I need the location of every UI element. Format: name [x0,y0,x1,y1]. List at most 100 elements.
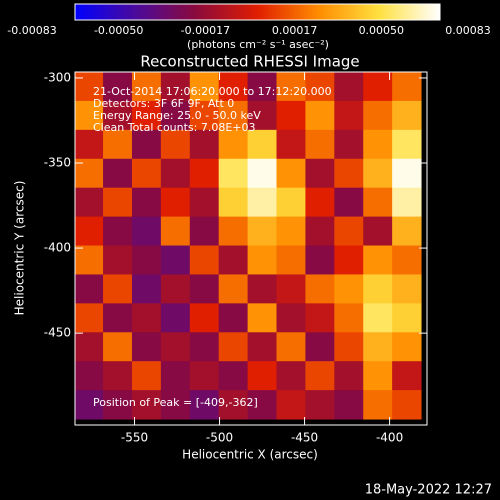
heat-cell [160,187,191,218]
heat-cell [276,303,306,333]
heat-cell [75,274,104,304]
heat-cell [276,187,306,218]
heat-cell [189,216,220,247]
heat-cell [103,216,133,247]
colorbar [74,3,441,21]
heat-cell [276,332,306,362]
heat-cell [189,245,220,275]
heat-cell [75,158,104,189]
peak-label: Position of Peak = [-409,-362] [93,396,258,409]
heat-cell [160,158,191,189]
heat-cell [276,158,306,189]
heat-cell [75,361,104,391]
y-axis-label: Heliocentric Y (arcsec) [13,181,27,316]
heat-cell [305,245,335,275]
heat-cell [160,303,191,333]
heat-cell [218,187,249,218]
heat-cell [160,390,191,420]
heat-cell [218,72,249,102]
y-tick-label: -450 [44,326,71,340]
heat-cell [189,100,220,131]
heat-cell [218,216,249,247]
heat-cell [160,216,191,247]
heat-cell [131,72,162,102]
heat-cell [247,390,278,420]
heat-cell [247,158,278,189]
heat-cell [218,332,249,362]
annotation: Clean Total counts: 7.08E+03 [93,121,256,134]
heat-cell [131,245,162,275]
heat-cell [131,332,162,362]
heat-cell [189,129,220,160]
heat-cell [103,100,133,131]
heat-cell [75,72,104,102]
heat-cell [363,361,393,391]
heat-cell [392,390,422,420]
heat-cell [305,216,335,247]
heat-cell [189,332,220,362]
heat-cell [189,361,220,391]
heat-cell [392,158,422,189]
heat-cell [103,361,133,391]
y-tick-label: -400 [44,241,71,255]
heat-cell [103,72,133,102]
chart-title: Reconstructed RHESSI Image [140,53,359,71]
heat-cell [103,245,133,275]
heat-cell [334,187,364,218]
heat-cell [305,187,335,218]
heat-cell [160,72,191,102]
heat-cell [218,158,249,189]
heat-cell [247,72,278,102]
heat-cell [334,332,364,362]
heat-cell [276,72,306,102]
heat-cell [392,361,422,391]
heat-cell [305,72,335,102]
heat-cell [103,129,133,160]
x-tick-label: -400 [376,431,403,445]
heat-cell [160,129,191,160]
heat-cell [334,390,364,420]
heat-cell [218,361,249,391]
heat-cell [363,129,393,160]
heat-cell [160,274,191,304]
heat-cell [276,100,306,131]
heat-cell [247,187,278,218]
colorbar-tick-label: -0.00017 [181,24,230,37]
y-tick-label: -350 [44,156,71,170]
heat-cell [334,274,364,304]
heat-cell [305,274,335,304]
heat-cell [75,390,104,420]
colorbar-tick-label: -0.00083 [7,24,56,37]
heat-cell [247,100,278,131]
heatmap [75,72,422,420]
heat-cell [334,303,364,333]
heat-cell [334,361,364,391]
colorbar-tick-label: 0.00083 [445,24,491,37]
heat-cell [160,332,191,362]
heat-cell [75,100,104,131]
heat-cell [75,187,104,218]
heat-cell [392,216,422,247]
heat-cell [103,158,133,189]
heat-cell [189,390,220,420]
heat-cell [334,72,364,102]
heat-cell [392,303,422,333]
heat-cell [160,361,191,391]
heat-cell [103,187,133,218]
heat-cell [131,129,162,160]
heat-cell [160,245,191,275]
heat-cell [218,274,249,304]
heat-cell [247,303,278,333]
colorbar-tick-label: 0.00017 [272,24,318,37]
heat-cell [103,332,133,362]
heat-cell [131,390,162,420]
heat-cell [276,390,306,420]
heat-cell [247,274,278,304]
y-tick-label: -300 [44,70,71,84]
x-tick-label: -550 [121,431,148,445]
heat-cell [189,158,220,189]
heat-cell [305,303,335,333]
heat-cell [392,129,422,160]
heat-cell [305,390,335,420]
